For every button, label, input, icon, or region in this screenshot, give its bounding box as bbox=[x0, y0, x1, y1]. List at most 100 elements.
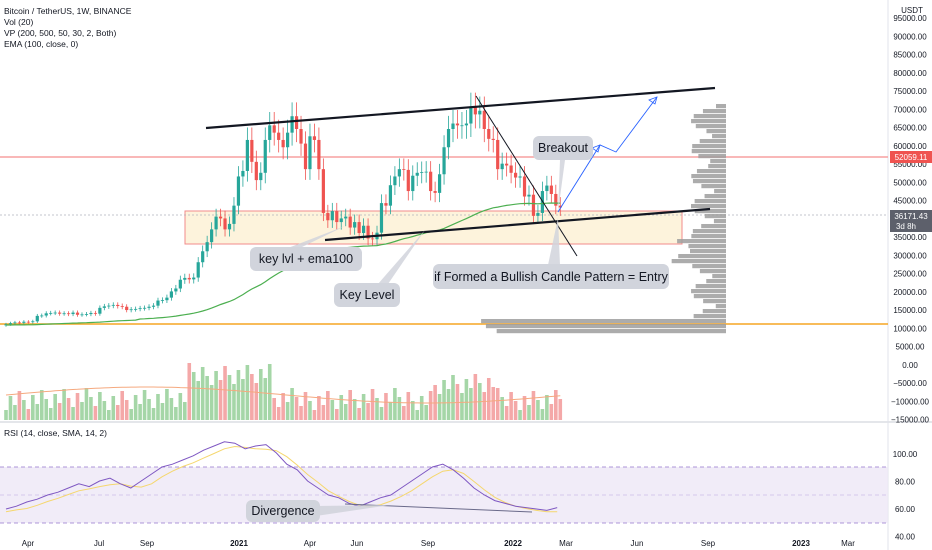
candle-body bbox=[384, 203, 388, 206]
candle-body bbox=[393, 176, 397, 186]
volume-bar bbox=[469, 388, 473, 420]
volume-bar bbox=[245, 365, 250, 420]
candle-body bbox=[227, 223, 232, 230]
vp-bar bbox=[691, 289, 726, 294]
time-axis-ticks[interactable]: Apr Jul Sep 2021 Apr Jun Sep 2022 Mar Jun Sep 2023 M… bbox=[22, 539, 855, 548]
vp-bar bbox=[701, 184, 726, 189]
volume-bar bbox=[536, 400, 540, 420]
price-tick: 20000.00 bbox=[893, 288, 927, 297]
candle-body bbox=[8, 323, 13, 325]
candle-body bbox=[294, 116, 299, 129]
price-tick: 75000.00 bbox=[893, 87, 927, 96]
vp-bar bbox=[691, 149, 726, 154]
candle-body bbox=[366, 225, 370, 239]
volume-bar bbox=[124, 400, 129, 420]
volume-bar bbox=[460, 393, 464, 420]
volume-bar bbox=[326, 391, 330, 420]
volume-bar bbox=[35, 404, 40, 420]
volume-bar bbox=[102, 401, 107, 420]
volume-bar bbox=[419, 396, 424, 420]
candle-body bbox=[402, 169, 406, 170]
volume-bar bbox=[415, 410, 420, 420]
price-tick: 45000.00 bbox=[893, 197, 927, 206]
candle-body bbox=[254, 161, 258, 181]
ema-legend[interactable]: EMA (100, close, 0) bbox=[4, 39, 79, 49]
candle-body bbox=[469, 107, 473, 124]
candle-body bbox=[303, 143, 308, 170]
volume-bar bbox=[236, 370, 241, 420]
price-tick: 10000.00 bbox=[893, 324, 927, 333]
price-tick: −5000.00 bbox=[893, 379, 927, 388]
volume-bar bbox=[147, 399, 151, 420]
volume-bar bbox=[232, 384, 236, 420]
volume-bar bbox=[527, 405, 531, 420]
candle-body bbox=[53, 312, 57, 314]
candle-body bbox=[348, 216, 352, 228]
vp-legend[interactable]: VP (200, 500, 50, 30, 2, Both) bbox=[4, 28, 117, 38]
candle-body bbox=[241, 170, 245, 177]
volume-bar bbox=[272, 398, 276, 420]
key-level-callout[interactable]: Key Level bbox=[334, 230, 425, 307]
candle-body bbox=[558, 205, 562, 208]
entry-callout[interactable]: if Formed a Bullish Candle Pattern = Ent… bbox=[433, 218, 669, 289]
rsi-axis-ticks[interactable]: 100.00 80.00 60.00 40.00 bbox=[893, 450, 918, 542]
time-tick: 2022 bbox=[504, 539, 522, 548]
volume-bar bbox=[531, 391, 536, 420]
vp-bar bbox=[691, 204, 726, 209]
breakout-callout[interactable]: Breakout bbox=[533, 136, 593, 212]
volume-bar bbox=[437, 394, 442, 420]
price-tick: 25000.00 bbox=[893, 270, 927, 279]
candle-body bbox=[192, 277, 196, 280]
candle-body bbox=[66, 313, 71, 315]
candle-body bbox=[536, 212, 540, 216]
volume-bar bbox=[357, 408, 361, 420]
candle-body bbox=[214, 216, 218, 230]
price-tick: 15000.00 bbox=[893, 306, 927, 315]
volume-bar bbox=[44, 399, 49, 420]
volume-bar bbox=[80, 402, 84, 420]
time-tick: Jul bbox=[94, 539, 104, 548]
rsi-ma-line bbox=[5, 445, 558, 513]
volume-bar bbox=[31, 395, 35, 420]
candle-body bbox=[522, 176, 527, 197]
candle-body bbox=[388, 185, 393, 206]
candle-body bbox=[218, 216, 223, 219]
symbol-title[interactable]: Bitcoin / TetherUS, 1W, BINANCE bbox=[4, 6, 132, 16]
candle-body bbox=[353, 222, 357, 228]
candle-body bbox=[151, 305, 156, 307]
volume-bar bbox=[451, 375, 455, 420]
time-tick: Apr bbox=[304, 539, 317, 548]
divergence-callout[interactable]: Divergence bbox=[246, 500, 390, 522]
volume-bar bbox=[410, 401, 415, 420]
candle-body bbox=[174, 288, 178, 292]
candle-body bbox=[205, 242, 209, 252]
countdown-text: 3d 8h bbox=[896, 222, 916, 231]
volume-bar bbox=[98, 392, 102, 420]
volume-bar bbox=[482, 392, 487, 420]
current-price-text: 36171.43 bbox=[894, 212, 928, 221]
vol-legend[interactable]: Vol (20) bbox=[4, 17, 34, 27]
volume-bar bbox=[66, 398, 71, 420]
rsi-legend[interactable]: RSI (14, close, SMA, 14, 2) bbox=[4, 428, 107, 438]
vp-bar bbox=[691, 174, 726, 179]
projection-path[interactable] bbox=[557, 96, 658, 213]
key-zone[interactable] bbox=[184, 210, 683, 245]
candle-body bbox=[62, 313, 66, 315]
candle-body bbox=[362, 225, 366, 234]
downtrend-line[interactable] bbox=[475, 95, 578, 257]
candle-body bbox=[263, 139, 267, 173]
volume-bar bbox=[17, 391, 22, 420]
candle-body bbox=[549, 185, 553, 194]
volume-bar bbox=[522, 396, 527, 420]
key-lvl-ema-callout[interactable]: key lvl + ema100 bbox=[250, 226, 362, 271]
volume-bar bbox=[290, 388, 294, 420]
volume-bar bbox=[513, 401, 518, 420]
volume-bar bbox=[209, 385, 214, 420]
channel-bottom-line[interactable] bbox=[324, 207, 711, 242]
candle-body bbox=[250, 139, 254, 162]
time-tick: Jun bbox=[351, 539, 364, 548]
volume-bar bbox=[223, 366, 227, 420]
volume-bar bbox=[169, 398, 174, 420]
channel-top-line[interactable] bbox=[205, 86, 716, 130]
